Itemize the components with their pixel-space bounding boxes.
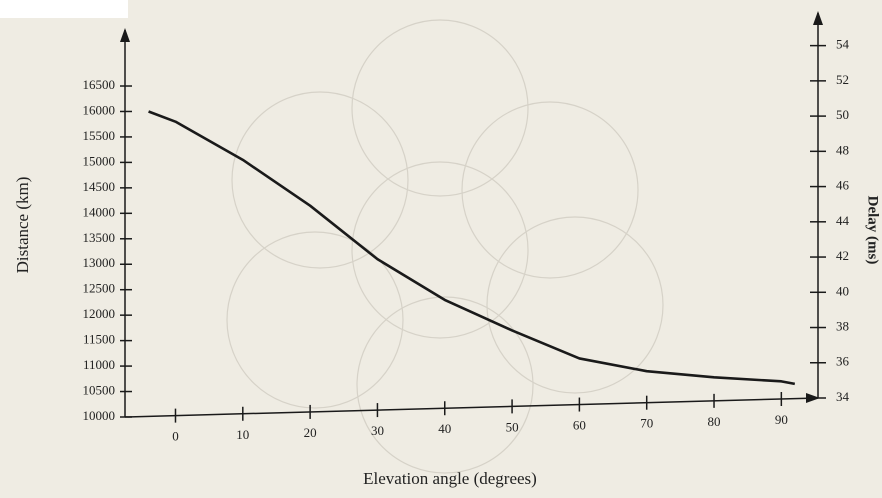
x-tick-label: 40 — [438, 421, 451, 436]
y-tick-label: 11000 — [83, 357, 115, 372]
y2-axis-arrow — [813, 11, 823, 25]
y-tick-label: 14000 — [83, 204, 116, 219]
y-tick-label: 16500 — [83, 77, 116, 92]
y-tick-label: 15000 — [83, 153, 116, 168]
y2-tick-label: 40 — [836, 283, 849, 298]
y-tick-label: 12000 — [83, 306, 116, 321]
background-circles — [226, 19, 664, 474]
x-tick-label: 0 — [172, 429, 179, 444]
y-tick-label: 12500 — [83, 281, 116, 296]
y2-tick-label: 42 — [836, 248, 849, 263]
y2-tick-label: 52 — [836, 72, 849, 87]
y-axis-label: Distance (km) — [13, 177, 32, 274]
y-tick-label: 10000 — [83, 408, 116, 423]
y-tick-label: 13000 — [83, 255, 116, 270]
y-tick-label: 15500 — [83, 128, 116, 143]
y2-tick-label: 36 — [836, 354, 850, 369]
y2-tick-label: 50 — [836, 107, 849, 122]
data-line — [148, 110, 796, 386]
scan-patch — [0, 0, 128, 18]
x-tick-label: 10 — [236, 427, 249, 442]
x-tick-label: 50 — [506, 419, 519, 434]
y2-axis-label: Delay (ms) — [865, 196, 881, 265]
y-tick-label: 16000 — [83, 102, 116, 117]
y-axis-arrow — [120, 28, 130, 42]
y-tick-label: 11500 — [83, 332, 115, 347]
x-axis-label: Elevation angle (degrees) — [363, 469, 537, 488]
x-tick-label: 30 — [371, 423, 384, 438]
y-tick-label: 14500 — [83, 179, 116, 194]
y2-tick-label: 44 — [836, 213, 850, 228]
y2-tick-label: 54 — [836, 37, 850, 52]
y2-tick-label: 46 — [836, 178, 850, 193]
x-tick-label: 20 — [304, 425, 317, 440]
x-tick-label: 70 — [640, 416, 653, 431]
x-axis — [124, 397, 819, 418]
y-tick-label: 10500 — [83, 383, 116, 398]
x-tick-label: 80 — [708, 414, 721, 429]
y2-tick-label: 48 — [836, 142, 849, 157]
y2-tick-label: 38 — [836, 319, 849, 334]
x-tick-label: 90 — [775, 412, 788, 427]
y2-tick-label: 34 — [836, 389, 850, 404]
y-tick-label: 13500 — [83, 230, 116, 245]
x-tick-label: 60 — [573, 418, 586, 433]
